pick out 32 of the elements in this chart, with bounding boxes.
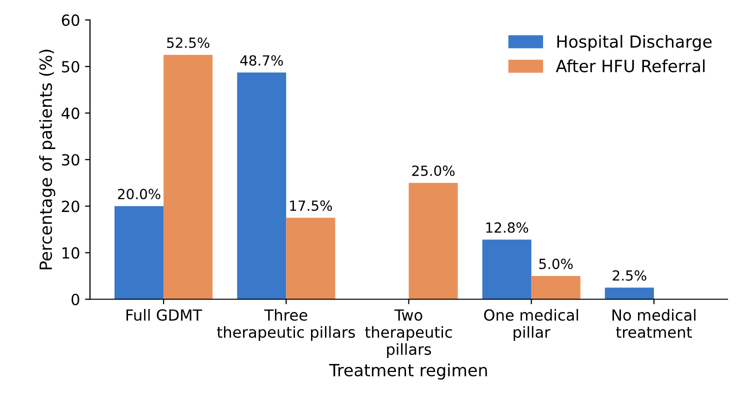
x-tick-label: Full GDMT (126, 308, 202, 321)
data-label: 17.5% (290, 200, 332, 211)
y-tick-label: 20 (62, 200, 80, 212)
bar (164, 54, 213, 300)
bar (237, 72, 286, 300)
y-tick-label: 0 (72, 294, 80, 306)
y-tick-label: 40 (62, 108, 80, 120)
x-tick-label: Three therapeutic pillars (217, 308, 355, 341)
bar (286, 218, 336, 300)
y-tick-label: 10 (62, 247, 80, 259)
data-label: 52.5% (167, 38, 210, 48)
y-tick-label: 60 (62, 14, 80, 26)
x-tick-label: Two therapeutic pillars (365, 309, 452, 358)
y-tick-label: 30 (62, 154, 80, 166)
y-axis-title: Percentage of patients (%) (39, 50, 56, 270)
x-tick-label: No medical treatment (612, 308, 696, 338)
data-label: 12.8% (486, 222, 528, 233)
data-label: 20.0% (118, 188, 160, 200)
bar (408, 182, 458, 300)
legend-label: After HFU Referral (556, 59, 705, 72)
data-label: 25.0% (412, 166, 455, 176)
y-tick-label: 50 (62, 60, 80, 73)
data-label: 5.0% (539, 258, 573, 270)
bar (114, 206, 164, 300)
x-axis-title: Treatment regimen (329, 364, 487, 380)
bar (531, 276, 580, 300)
bar (482, 240, 532, 300)
legend-label: Hospital Discharge (557, 34, 712, 52)
data-label: 2.5% (612, 270, 646, 281)
bar (604, 288, 654, 300)
x-tick-label: One medical pillar (484, 308, 578, 341)
data-label: 48.7% (240, 55, 283, 66)
